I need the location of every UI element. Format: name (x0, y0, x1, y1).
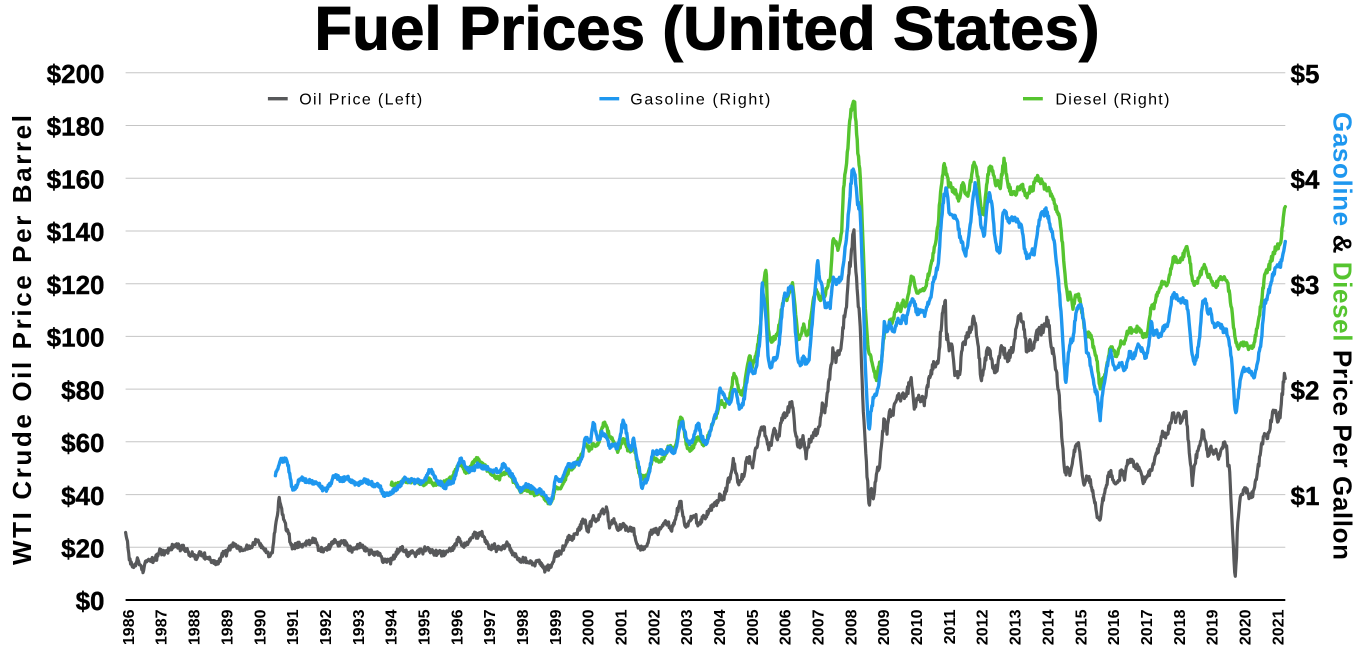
svg-text:$0: $0 (76, 586, 105, 616)
svg-text:1996: 1996 (449, 609, 466, 645)
svg-text:1999: 1999 (548, 609, 565, 645)
svg-text:Fuel Prices (United States): Fuel Prices (United States) (315, 0, 1100, 64)
svg-text:2017: 2017 (1139, 609, 1156, 645)
svg-text:2000: 2000 (581, 609, 598, 645)
svg-text:2001: 2001 (614, 609, 631, 645)
svg-text:2006: 2006 (778, 609, 795, 645)
svg-text:1991: 1991 (285, 609, 302, 645)
svg-text:$2: $2 (1291, 375, 1320, 405)
svg-text:$120: $120 (47, 270, 105, 300)
svg-text:2005: 2005 (745, 609, 762, 645)
svg-text:1997: 1997 (482, 609, 499, 645)
svg-text:2021: 2021 (1270, 609, 1287, 645)
svg-text:2019: 2019 (1205, 609, 1222, 645)
svg-text:$100: $100 (47, 323, 105, 353)
svg-text:1994: 1994 (384, 609, 401, 645)
svg-text:$3: $3 (1291, 270, 1320, 300)
svg-text:$140: $140 (47, 217, 105, 247)
svg-text:Gasoline (Right): Gasoline (Right) (630, 92, 770, 109)
svg-text:$4: $4 (1291, 164, 1320, 194)
svg-text:$200: $200 (47, 59, 105, 89)
svg-text:2008: 2008 (843, 609, 860, 645)
svg-text:2003: 2003 (679, 609, 696, 645)
svg-text:$1: $1 (1291, 481, 1320, 511)
svg-text:1989: 1989 (219, 609, 236, 645)
svg-text:1987: 1987 (154, 609, 171, 645)
svg-text:2013: 2013 (1008, 609, 1025, 645)
svg-text:1995: 1995 (417, 609, 434, 645)
svg-text:1992: 1992 (318, 609, 335, 645)
svg-text:2015: 2015 (1073, 609, 1090, 645)
svg-text:WTI Crude Oil Price Per Barrel: WTI Crude Oil Price Per Barrel (7, 115, 37, 565)
svg-text:1990: 1990 (252, 609, 269, 645)
svg-text:$40: $40 (61, 481, 104, 511)
svg-text:2009: 2009 (876, 609, 893, 645)
svg-text:$60: $60 (61, 428, 104, 458)
svg-text:1998: 1998 (515, 609, 532, 645)
svg-text:Gasoline & Diesel Price Per Ga: Gasoline & Diesel Price Per Gallon (1328, 112, 1358, 560)
svg-text:2016: 2016 (1106, 609, 1123, 645)
svg-text:$180: $180 (47, 112, 105, 142)
svg-text:2010: 2010 (909, 609, 926, 645)
svg-text:2007: 2007 (811, 609, 828, 645)
svg-text:$5: $5 (1291, 59, 1320, 89)
svg-text:$20: $20 (61, 534, 104, 564)
svg-text:2020: 2020 (1238, 609, 1255, 645)
svg-text:$160: $160 (47, 164, 105, 194)
svg-text:2002: 2002 (646, 609, 663, 645)
svg-text:$80: $80 (61, 375, 104, 405)
svg-text:2018: 2018 (1172, 609, 1189, 645)
svg-text:2004: 2004 (712, 609, 729, 645)
svg-text:2012: 2012 (975, 609, 992, 645)
svg-text:2011: 2011 (942, 609, 959, 644)
svg-text:2014: 2014 (1040, 609, 1057, 645)
svg-text:1993: 1993 (351, 609, 368, 645)
svg-text:1988: 1988 (187, 609, 204, 645)
svg-text:1986: 1986 (121, 609, 138, 645)
